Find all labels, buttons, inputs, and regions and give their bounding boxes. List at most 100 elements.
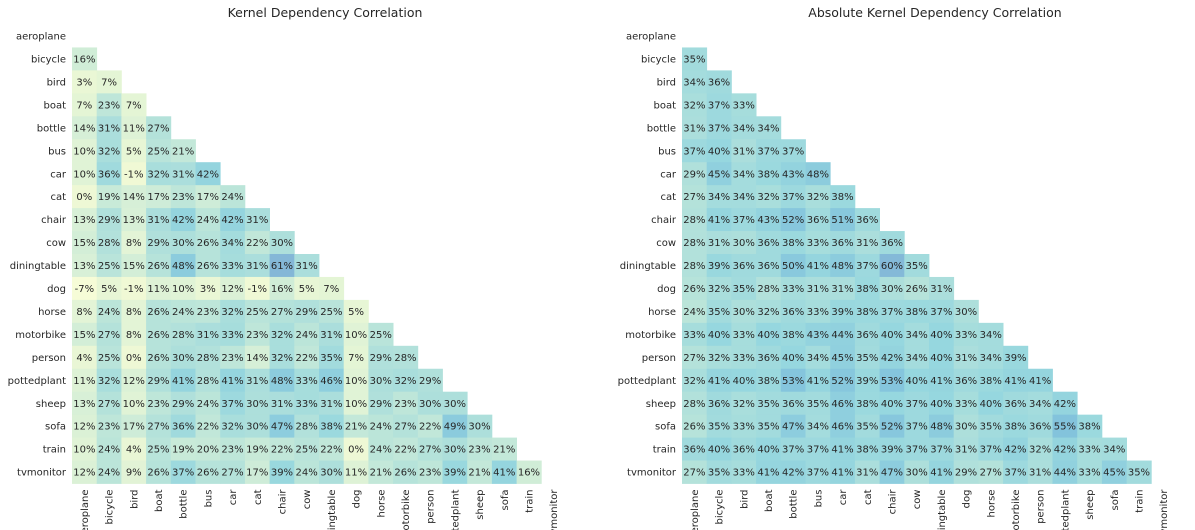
y-tick-label: bicycle: [641, 55, 676, 66]
heatmap-cell: [830, 322, 856, 347]
heatmap-cell: [706, 116, 732, 140]
cell-value-label: 10%: [73, 146, 95, 157]
cell-value-label: 37%: [807, 445, 829, 456]
cell-value-label: 38%: [856, 307, 878, 318]
heatmap-cell: [269, 254, 295, 278]
x-tick-label: pottedplant: [450, 489, 461, 530]
heatmap-cell: [805, 254, 831, 278]
heatmap-cell: [953, 368, 979, 393]
heatmap-cell: [170, 437, 196, 461]
heatmap-cell: [319, 299, 345, 324]
cell-value-label: 39%: [856, 376, 878, 387]
cell-value-label: 16%: [271, 284, 293, 295]
cell-value-label: 41%: [172, 376, 194, 387]
cell-value-label: 33%: [296, 376, 318, 387]
heatmap-cell: [830, 231, 856, 255]
y-tick-label: person: [32, 353, 66, 364]
heatmap-cell: [706, 276, 732, 301]
heatmap-cell: [220, 208, 246, 232]
heatmap-cell: [756, 208, 782, 232]
heatmap-cell: [96, 299, 122, 324]
y-tick-label: sofa: [45, 422, 66, 433]
heatmap-cell: [805, 162, 831, 186]
heatmap-cell: [953, 391, 979, 416]
y-tick-label: cat: [660, 192, 676, 203]
cell-value-label: 19%: [246, 445, 268, 456]
cell-value-label: 31%: [246, 215, 268, 226]
heatmap-cell: [731, 322, 757, 347]
cell-value-label: 10%: [172, 284, 194, 295]
x-tick-label: car: [228, 489, 239, 506]
heatmap-cell: [170, 254, 196, 278]
cell-value-label: 13%: [123, 215, 145, 226]
cell-value-label: 33%: [733, 468, 755, 479]
x-tick-label: diningtable: [327, 490, 338, 530]
cell-value-label: 40%: [930, 399, 952, 410]
heatmap-cell: [854, 345, 880, 370]
heatmap-cell: [343, 345, 369, 370]
heatmap-cell: [731, 116, 757, 140]
heatmap-cell: [368, 391, 394, 416]
cell-value-label: 33%: [955, 330, 977, 341]
cell-value-label: 39%: [881, 445, 903, 456]
x-tick-label: bicycle: [715, 490, 726, 525]
x-tick-label: sofa: [500, 490, 511, 511]
cell-value-label: 37%: [906, 399, 928, 410]
heatmap-cell: [294, 322, 320, 347]
heatmap-cell: [731, 93, 757, 117]
heatmap-cell: [146, 185, 172, 209]
heatmap-cell: [756, 368, 782, 393]
cell-value-label: 37%: [930, 307, 952, 318]
cell-value-label: 31%: [296, 261, 318, 272]
heatmap-cell: [96, 391, 122, 416]
cell-value-label: 27%: [98, 330, 120, 341]
heatmap-cell: [830, 299, 856, 324]
heatmap-cell: [978, 368, 1004, 393]
x-tick-label: dog: [352, 490, 363, 509]
x-tick-label: bottle: [179, 490, 190, 519]
cell-value-label: 32%: [394, 376, 416, 387]
heatmap-cell: [854, 208, 880, 232]
cell-value-label: 32%: [708, 353, 730, 364]
cell-value-label: 36%: [172, 422, 194, 433]
x-tick-label: bird: [739, 490, 750, 509]
heatmap-cell: [706, 391, 732, 416]
heatmap-cell: [756, 276, 782, 301]
cell-value-label: 37%: [782, 146, 804, 157]
cell-value-label: 32%: [708, 284, 730, 295]
cell-value-label: 32%: [1029, 445, 1051, 456]
cell-value-label: 30%: [955, 307, 977, 318]
cell-value-label: 28%: [683, 238, 705, 249]
cell-value-label: 41%: [708, 215, 730, 226]
cell-value-label: 33%: [733, 330, 755, 341]
heatmap-cell: [343, 391, 369, 416]
cell-value-label: 43%: [782, 169, 804, 180]
cell-value-label: 32%: [683, 376, 705, 387]
kernel-dependency-heatmap: Kernel Dependency Correlation 16% 3% 7% 7% 2…: [8, 5, 560, 530]
cell-value-label: 45%: [831, 353, 853, 364]
cell-value-label: 34%: [906, 330, 928, 341]
cell-value-label: 53%: [782, 376, 804, 387]
cell-value-label: 52%: [782, 215, 804, 226]
cell-value-label: 19%: [172, 445, 194, 456]
heatmap-cell: [1003, 437, 1029, 461]
heatmap-cell: [706, 208, 732, 232]
cell-value-label: 23%: [197, 307, 219, 318]
cell-value-label: 21%: [345, 422, 367, 433]
heatmap-cell: [146, 231, 172, 255]
heatmap-cell: [780, 139, 806, 163]
heatmap-cell: [854, 368, 880, 393]
heatmap-cell: [682, 116, 708, 140]
cell-value-label: 26%: [197, 468, 219, 479]
heatmap-cell: [1101, 460, 1127, 484]
heatmap-cell: [96, 414, 122, 438]
cell-value-label: 5%: [101, 284, 117, 295]
cell-value-label: 36%: [733, 445, 755, 456]
heatmap-cell: [170, 368, 196, 393]
heatmap-cell: [195, 185, 221, 209]
cell-value-label: 46%: [831, 399, 853, 410]
cell-value-label: 30%: [906, 468, 928, 479]
cell-value-label: 27%: [147, 123, 169, 134]
heatmap-cell: [96, 139, 122, 163]
heatmap-cell: [706, 437, 732, 461]
